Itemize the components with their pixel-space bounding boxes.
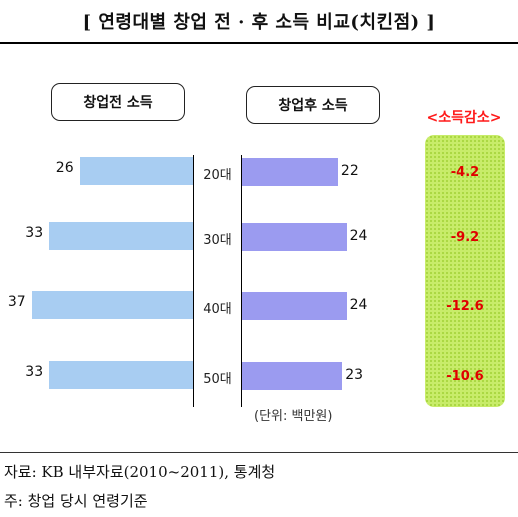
legend-before-label: 창업전 소득 [83,95,153,111]
decrease-value-0: -4.2 [450,165,480,180]
bar-before-1 [49,222,193,250]
chart-title: [ 연령대별 창업 전 · 후 소득 비교(치킨점) ] [82,12,436,33]
bar-after-1 [242,223,347,251]
decrease-panel [425,135,505,407]
unit-label: (단위: 백만원) [254,409,333,424]
bar-after-3 [242,362,343,390]
category-label-3: 50대 [203,372,232,387]
bar-after-2 [242,292,347,320]
category-label-0: 20대 [203,168,232,183]
bar-after-0 [242,158,338,186]
bar-before-0 [79,157,193,185]
value-after-3: 23 [345,367,364,383]
title-divider [0,42,518,44]
category-label-2: 40대 [203,302,232,317]
decrease-title: <소득감소> [426,110,502,126]
legend-after-box: 창업후 소득 [246,86,380,124]
bar-before-2 [31,291,193,319]
value-before-2: 37 [7,294,26,310]
source-note: 자료: KB 내부자료(2010~2011), 통계청 [4,463,276,481]
decrease-value-3: -10.6 [446,369,484,384]
notes-divider [0,452,518,453]
bar-before-3 [49,361,193,389]
value-after-2: 24 [349,297,368,313]
value-before-3: 33 [25,364,44,380]
value-after-1: 24 [349,228,368,244]
footnote: 주: 창업 당시 연령기준 [4,492,148,510]
value-before-1: 33 [25,225,44,241]
right-axis-line [241,155,242,407]
legend-before-box: 창업전 소득 [51,83,185,121]
value-after-0: 22 [340,163,359,179]
decrease-value-1: -9.2 [450,230,480,245]
value-before-0: 26 [55,160,74,176]
decrease-value-2: -12.6 [446,299,484,314]
legend-after-label: 창업후 소득 [278,98,348,114]
category-label-1: 30대 [203,233,232,248]
left-axis-line [193,155,194,407]
